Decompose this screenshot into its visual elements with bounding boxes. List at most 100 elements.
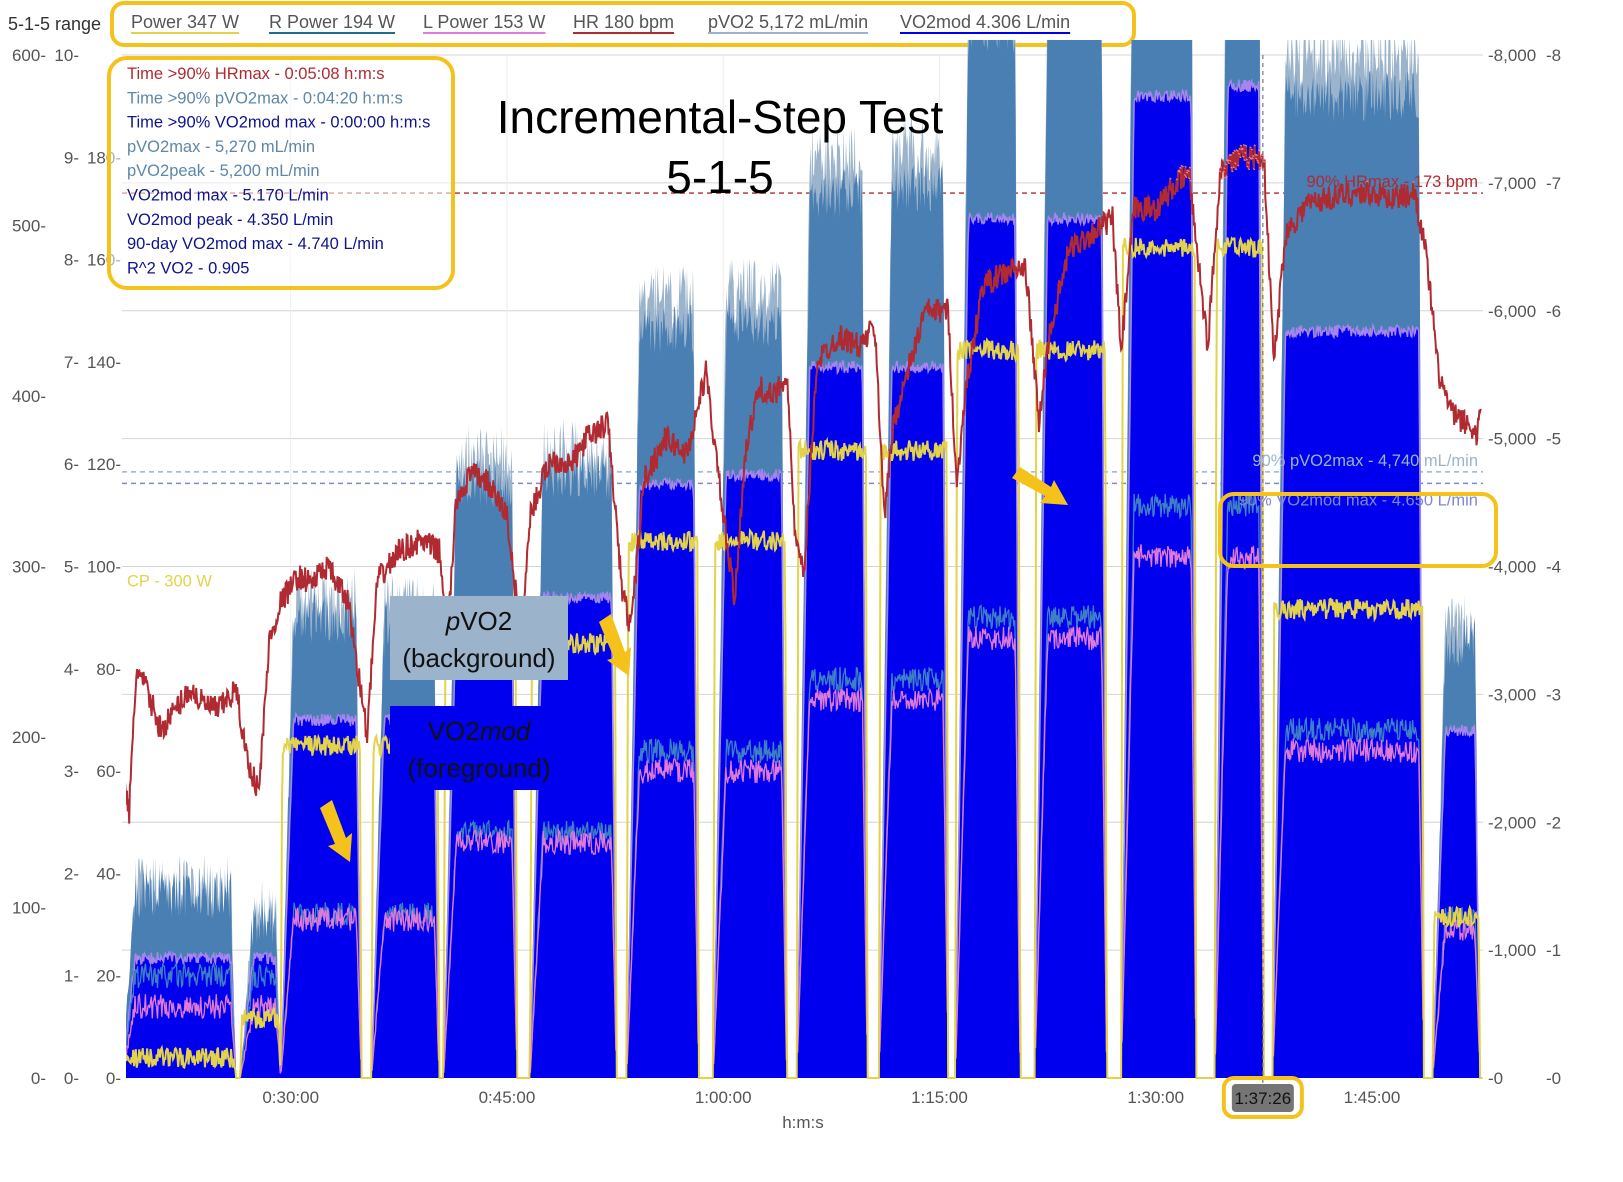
pvo2-axis-tick: -8,000 bbox=[1488, 46, 1536, 65]
vo2mod-left-axis-tick: 0- bbox=[64, 1069, 79, 1088]
pvo2-axis-tick: -1,000 bbox=[1488, 941, 1536, 960]
cursor-highlight bbox=[1221, 1076, 1304, 1119]
power-axis-tick: 200- bbox=[12, 728, 46, 747]
cursor-readout[interactable]: 1:37:26 bbox=[1221, 1076, 1304, 1119]
vo2mod-right-axis-tick: -2 bbox=[1546, 813, 1561, 832]
stat-line: R^2 VO2 - 0.905 bbox=[127, 259, 249, 277]
power-axis-tick: 0- bbox=[31, 1069, 46, 1088]
hr-axis-tick: 0- bbox=[106, 1069, 121, 1088]
legend-item-hr: HR 180 bpm bbox=[573, 12, 674, 32]
x-axis-label: h:m:s bbox=[782, 1113, 824, 1132]
arrow-2 bbox=[599, 614, 631, 676]
arrow-1 bbox=[320, 800, 352, 862]
x-axis-tick: 1:15:00 bbox=[911, 1088, 968, 1107]
arrow-3 bbox=[1012, 467, 1068, 505]
l-power-line bbox=[126, 544, 1480, 1077]
power-line bbox=[126, 236, 1483, 1079]
vo2mod-right-axis-tick: -1 bbox=[1546, 941, 1561, 960]
hr-axis-tick: 120- bbox=[87, 455, 121, 474]
range-label: 5-1-5 range bbox=[8, 14, 101, 34]
vo2mod-callout-italic: mod bbox=[480, 716, 532, 746]
pvo2-callout-line2: (background) bbox=[402, 643, 555, 673]
vo2mod-right-axis-tick: -7 bbox=[1546, 174, 1561, 193]
pvo2-callout-rest: VO2 bbox=[460, 606, 512, 636]
hr-line bbox=[126, 145, 1482, 824]
r-power-line bbox=[126, 492, 1480, 1076]
vo2mod-right-axis-tick: -3 bbox=[1546, 685, 1561, 704]
pvo2-callout: pVO2 (background) bbox=[390, 596, 568, 680]
legend: Power 347 W R Power 194 W L Power 153 W HR … bbox=[131, 12, 1071, 34]
pvo2-axis-tick: -4,000 bbox=[1488, 558, 1536, 577]
cursor-time-label: 1:37:26 bbox=[1234, 1089, 1291, 1108]
vo2mod-right-axis-tick: -0 bbox=[1546, 1069, 1561, 1088]
vo2mod-right-axis-tick: -5 bbox=[1546, 430, 1561, 449]
vo2mod-left-axis-tick: 9- bbox=[64, 148, 79, 167]
pvo2-callout-box bbox=[390, 596, 568, 680]
stat-line: 90-day VO2mod max - 4.740 L/min bbox=[127, 235, 384, 253]
vo2mod-callout-line1: VO2mod bbox=[428, 716, 532, 746]
x-axis-tick: 1:30:00 bbox=[1127, 1088, 1184, 1107]
chart-subtitle: 5-1-5 bbox=[666, 151, 773, 203]
legend-item-power: Power 347 W bbox=[131, 12, 239, 32]
hr-peak-line bbox=[1169, 143, 1415, 184]
hr-axis-tick: 60- bbox=[96, 762, 121, 781]
power-axis-tick: 100- bbox=[12, 899, 46, 918]
legend-highlight bbox=[110, 1, 1136, 47]
x-axis-tick: 0:45:00 bbox=[479, 1088, 536, 1107]
pvo2-axis-tick: -3,000 bbox=[1488, 685, 1536, 704]
pvo2-callout-italic: p bbox=[445, 606, 460, 636]
stats-panel: Time >90% HRmax - 0:05:08 h:m:s Time >90%… bbox=[127, 65, 430, 277]
pvo2-axis-tick: -6,000 bbox=[1488, 302, 1536, 321]
power-axis-tick: 400- bbox=[12, 387, 46, 406]
reference-labels-highlight bbox=[1218, 492, 1498, 568]
hr-axis-tick: 20- bbox=[96, 967, 121, 986]
legend-item-r_power: R Power 194 W bbox=[269, 12, 395, 32]
power-axis-tick: 600- bbox=[12, 46, 46, 65]
pvo2-axis-tick: -7,000 bbox=[1488, 174, 1536, 193]
vo2mod-right-axis-tick: -6 bbox=[1546, 302, 1561, 321]
vo2mod-left-axis-tick: 4- bbox=[64, 660, 79, 679]
x-axis-tick: 1:45:00 bbox=[1344, 1088, 1401, 1107]
vo2mod-left-axis-tick: 1- bbox=[64, 967, 79, 986]
pvo2-callout-line1: pVO2 bbox=[445, 606, 513, 636]
x-axis-tick: 1:00:00 bbox=[695, 1088, 752, 1107]
stat-line: pVO2max - 5,270 mL/min bbox=[127, 138, 315, 156]
hr-axis-tick: 140- bbox=[87, 353, 121, 372]
vo2mod-left-axis-tick: 10- bbox=[54, 46, 79, 65]
reference-line-label: 90% pVO2max - 4,740 mL/min bbox=[1252, 452, 1478, 470]
stat-line: pVO2peak - 5,200 mL/min bbox=[127, 162, 320, 180]
vo2mod-left-axis-tick: 5- bbox=[64, 558, 79, 577]
annotation-arrows bbox=[320, 467, 1068, 862]
legend-item-pvo2: pVO2 5,172 mL/min bbox=[708, 12, 868, 32]
cursor-readout-background bbox=[1231, 1084, 1294, 1112]
pvo2-axis-tick: -2,000 bbox=[1488, 813, 1536, 832]
vo2mod-left-axis-tick: 6- bbox=[64, 455, 79, 474]
legend-item-l_power: L Power 153 W bbox=[423, 12, 545, 32]
stats-box-highlight bbox=[107, 56, 455, 290]
axes: 0- 100- 200- 300- 400- 500- 600- 0- 1- 2- 3- 4- 5- 6-… bbox=[12, 46, 1561, 1107]
stat-line: Time >90% HRmax - 0:05:08 h:m:s bbox=[127, 65, 385, 83]
chart-title: Incremental-Step Test bbox=[497, 91, 944, 143]
vo2mod-callout-line2: (foreground) bbox=[407, 753, 550, 783]
hr-axis-tick: 40- bbox=[96, 864, 121, 883]
stat-line: VO2mod max - 5.170 L/min bbox=[127, 187, 329, 205]
cp-label: CP - 300 W bbox=[127, 573, 212, 591]
reference-line-label: 90% HRmax - 173 bpm bbox=[1307, 173, 1479, 191]
pvo2-axis-tick: -5,000 bbox=[1488, 430, 1536, 449]
vo2mod-right-axis-tick: -4 bbox=[1546, 558, 1561, 577]
vo2mod-left-axis-tick: 2- bbox=[64, 864, 79, 883]
vo2mod-right-axis-tick: -8 bbox=[1546, 46, 1561, 65]
power-axis-tick: 300- bbox=[12, 558, 46, 577]
vo2mod-left-axis-tick: 3- bbox=[64, 762, 79, 781]
power-axis-tick: 500- bbox=[12, 217, 46, 236]
legend-item-vo2mod: VO2mod 4.306 L/min bbox=[900, 12, 1070, 32]
stat-line: Time >90% pVO2max - 0:04:20 h:m:s bbox=[127, 89, 403, 107]
hr-axis-tick: 80- bbox=[96, 660, 121, 679]
hr-axis-tick: 100- bbox=[87, 558, 121, 577]
vo2mod-callout-box bbox=[390, 706, 568, 790]
vo2mod-callout-plain: VO2 bbox=[428, 716, 480, 746]
pvo2-axis-tick: -0 bbox=[1488, 1069, 1503, 1088]
vo2mod-left-axis-tick: 8- bbox=[64, 251, 79, 270]
x-axis-tick: 0:30:00 bbox=[262, 1088, 319, 1107]
